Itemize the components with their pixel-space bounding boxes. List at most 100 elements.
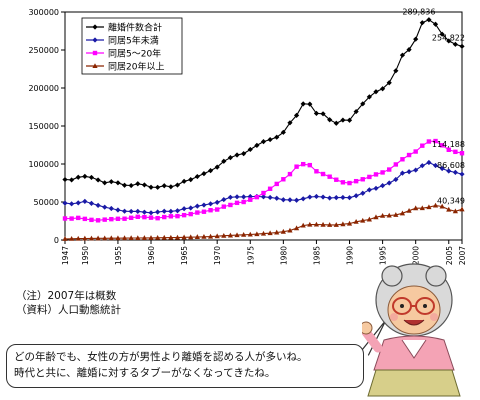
- data-point: [108, 179, 114, 185]
- data-point: [293, 112, 300, 118]
- x-tick-label: 1960: [147, 246, 156, 265]
- data-point: [380, 212, 386, 218]
- data-point: [115, 235, 121, 241]
- data-point: [307, 221, 313, 227]
- data-point: [433, 138, 438, 144]
- data-point: [69, 201, 75, 207]
- x-tick-label: 2005: [445, 246, 454, 265]
- data-point: [459, 43, 465, 49]
- data-point: [201, 202, 207, 208]
- data-point: [221, 196, 227, 203]
- data-point: [366, 216, 372, 222]
- series-2: [62, 159, 465, 216]
- x-tick-label: 1955: [114, 246, 123, 265]
- series-1: [62, 17, 465, 190]
- data-point: [452, 169, 458, 175]
- x-tick-label: 1947: [61, 246, 70, 265]
- data-point: [194, 173, 200, 180]
- data-point: [148, 184, 154, 190]
- data-labels: 289,836 254,822 86,608 114,188 40,349: [402, 8, 465, 206]
- data-point: [88, 200, 95, 206]
- data-point: [75, 235, 81, 241]
- data-point: [419, 163, 425, 169]
- data-point: [75, 174, 81, 180]
- data-point: [453, 149, 458, 155]
- legend-marker: [92, 24, 98, 30]
- speech-bubble: どの年齢でも、女性の方が男性より離婚を認める人が多いね。 時代と共に、離婚に対す…: [6, 344, 364, 388]
- data-point: [340, 117, 346, 123]
- data-point: [452, 208, 458, 214]
- series-line: [64, 140, 463, 221]
- y-tick-label: 50000: [34, 198, 59, 207]
- data-point: [168, 208, 174, 214]
- data-point: [75, 200, 81, 206]
- x-tick-label: 1995: [379, 246, 388, 265]
- data-point: [82, 235, 88, 241]
- data-point: [241, 231, 247, 237]
- data-point: [135, 235, 141, 241]
- data-point: [293, 225, 300, 231]
- data-point: [439, 143, 445, 148]
- data-point: [353, 193, 359, 199]
- data-point: [399, 52, 406, 58]
- data-point: [247, 146, 253, 153]
- data-point: [254, 231, 260, 237]
- y-tick-label: 150000: [28, 122, 59, 131]
- data-point: [208, 208, 213, 213]
- data-point: [327, 222, 333, 227]
- x-tick-label: 1970: [213, 246, 222, 265]
- data-point: [314, 169, 319, 174]
- data-point: [261, 190, 266, 196]
- data-point: [300, 222, 306, 228]
- data-point: [439, 165, 445, 172]
- data-point: [320, 171, 326, 177]
- data-point: [393, 176, 399, 183]
- data-point: [181, 178, 187, 184]
- data-point: [141, 209, 147, 215]
- data-point: [234, 232, 240, 238]
- data-point: [446, 147, 451, 152]
- data-point: [406, 207, 412, 213]
- data-point: [307, 194, 313, 200]
- data-point: [452, 41, 458, 47]
- data-point: [108, 235, 114, 241]
- data-point: [62, 200, 68, 206]
- legend-label: 離婚件数合計: [108, 22, 162, 34]
- data-point: [221, 232, 227, 238]
- data-point: [174, 208, 181, 214]
- data-point: [406, 169, 412, 175]
- data-point: [148, 215, 154, 220]
- data-point: [353, 178, 359, 184]
- data-point: [313, 193, 320, 200]
- data-point: [234, 200, 240, 206]
- data-point: [287, 227, 293, 233]
- data-point: [234, 152, 240, 158]
- x-tick-label: 1980: [279, 246, 288, 265]
- y-tick-label: 250000: [28, 46, 59, 55]
- data-point: [446, 206, 452, 212]
- data-point: [201, 171, 207, 177]
- legend-marker: [92, 50, 98, 56]
- data-point: [386, 212, 392, 218]
- data-point: [121, 235, 128, 241]
- data-point: [188, 211, 193, 217]
- data-point: [175, 213, 180, 219]
- data-point: [307, 101, 313, 107]
- data-point: [128, 182, 134, 189]
- data-point: [241, 199, 246, 205]
- legend-marker: [92, 37, 98, 43]
- data-point: [380, 170, 385, 175]
- data-point: [121, 182, 128, 188]
- data-point: [373, 89, 379, 95]
- data-point: [267, 194, 273, 201]
- y-tick-label: 100000: [28, 160, 59, 169]
- data-point: [188, 234, 194, 240]
- data-point: [207, 201, 214, 207]
- data-point: [432, 202, 439, 208]
- x-tick-label: 1975: [246, 246, 255, 265]
- legend-marker: [92, 63, 98, 68]
- data-point: [360, 217, 366, 223]
- x-tick-label: 1985: [312, 246, 321, 265]
- data-point: [387, 167, 392, 172]
